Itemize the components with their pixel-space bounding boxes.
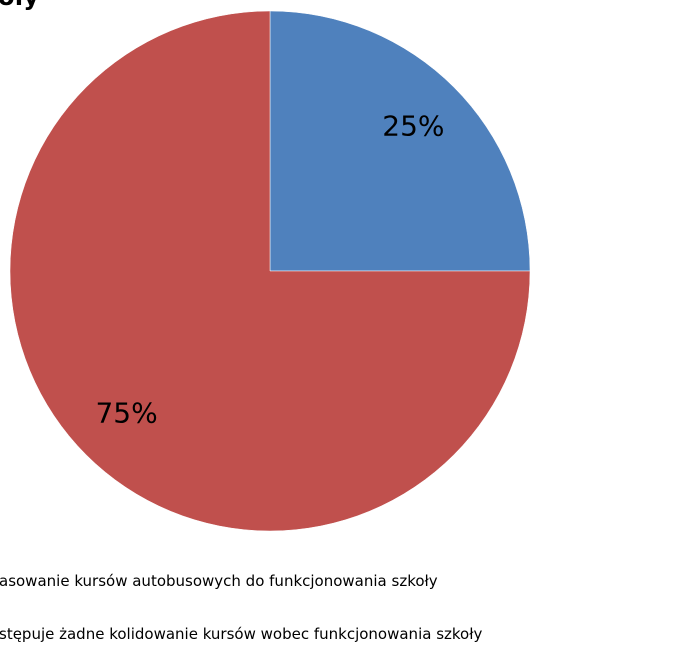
data-label: 75% [95, 396, 157, 429]
pie-slice [9, 10, 531, 532]
legend-label: stępuje żadne kolidowanie kursów wobec f… [0, 625, 482, 643]
data-label: 25% [382, 110, 444, 143]
pie-slice [269, 10, 531, 272]
chart-title: oły [0, 0, 39, 11]
legend-label: asowanie kursów autobusowych do funkcjon… [0, 572, 438, 590]
